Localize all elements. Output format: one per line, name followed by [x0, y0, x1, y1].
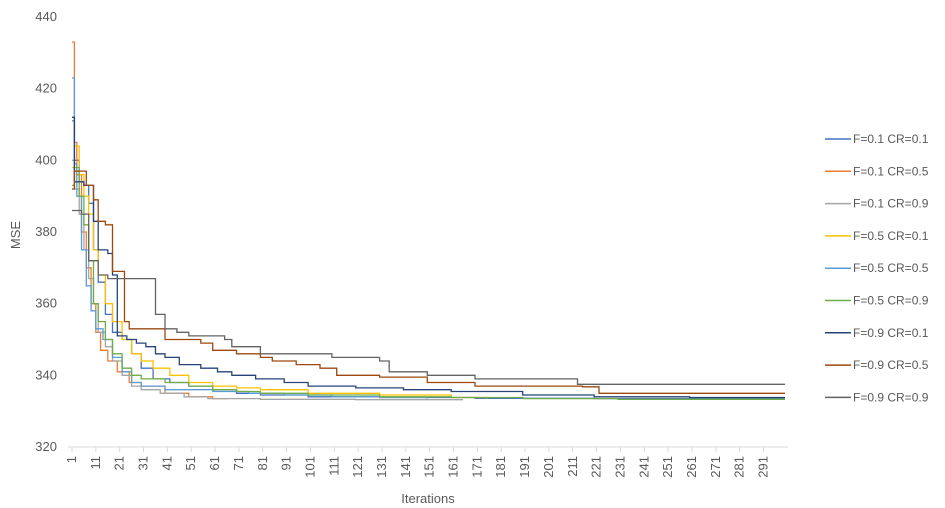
x-tick-label: 111	[326, 456, 341, 476]
series-group	[72, 41, 785, 401]
x-tick-label: 231	[612, 456, 627, 478]
legend-label: F=0.9 CR=0.1	[853, 326, 929, 340]
x-tick-label: 11	[88, 456, 103, 470]
x-tick-label: 41	[159, 456, 174, 470]
x-tick-label: 201	[541, 456, 556, 478]
legend: F=0.1 CR=0.1 F=0.1 CR=0.5 F=0.1 CR=0.9 F=0.…	[825, 132, 929, 404]
y-tick-label: 360	[35, 296, 57, 311]
x-tick-label: 121	[350, 456, 365, 478]
series-line-8	[72, 170, 785, 394]
y-tick-label: 420	[35, 81, 57, 96]
series-line-7	[72, 116, 785, 399]
x-axis-title: Iterations	[401, 491, 455, 506]
y-tick-label: 340	[35, 367, 57, 382]
y-tick-label: 440	[35, 9, 57, 24]
legend-label: F=0.1 CR=0.1	[853, 132, 929, 146]
x-tick-label: 51	[183, 456, 198, 470]
x-tick-label: 71	[231, 456, 246, 470]
x-tick-label: 261	[684, 456, 699, 478]
series-line-5	[72, 77, 428, 399]
x-tick-label: 191	[517, 456, 532, 478]
y-axis-title: MSE	[8, 221, 23, 250]
legend-label: F=0.9 CR=0.9	[853, 390, 929, 404]
y-tick-label: 380	[35, 224, 57, 239]
legend-label: F=0.9 CR=0.5	[853, 358, 929, 372]
x-tick-label: 131	[374, 456, 389, 478]
x-tick-label: 171	[469, 456, 484, 478]
y-tick-label: 400	[35, 152, 57, 167]
series-line-9	[72, 209, 785, 385]
x-tick-label: 271	[708, 456, 723, 478]
y-tick-label: 320	[35, 439, 57, 454]
x-tick-label: 151	[422, 456, 437, 478]
legend-label: F=0.1 CR=0.9	[853, 197, 929, 211]
x-tick-label: 221	[589, 456, 604, 478]
x-tick-label: 291	[756, 456, 771, 478]
x-tick-label: 211	[565, 456, 580, 477]
legend-label: F=0.5 CR=0.5	[853, 261, 929, 275]
legend-label: F=0.5 CR=0.1	[853, 229, 929, 243]
x-tick-label: 31	[136, 456, 151, 470]
x-axis-ticks: 1 11 21 31 41 51 61 71 81 91 101 111 121 131 141 151 161…	[64, 447, 771, 478]
legend-label: F=0.5 CR=0.9	[853, 294, 929, 308]
x-tick-label: 21	[112, 456, 127, 470]
series-line-4	[72, 145, 488, 399]
x-tick-label: 181	[493, 456, 508, 478]
series-line-3	[72, 159, 464, 401]
y-axis-ticks: 320 340 360 380 400 420 440	[35, 9, 57, 454]
x-tick-label: 251	[660, 456, 675, 478]
x-tick-label: 91	[279, 456, 294, 470]
x-tick-label: 141	[398, 456, 413, 478]
x-tick-label: 101	[302, 456, 317, 478]
x-tick-label: 81	[255, 456, 270, 470]
legend-label: F=0.1 CR=0.5	[853, 164, 929, 178]
x-tick-label: 61	[207, 456, 222, 470]
x-tick-label: 241	[636, 456, 651, 478]
x-tick-label: 161	[446, 456, 461, 478]
x-tick-label: 1	[64, 456, 79, 463]
x-tick-label: 281	[732, 456, 747, 478]
